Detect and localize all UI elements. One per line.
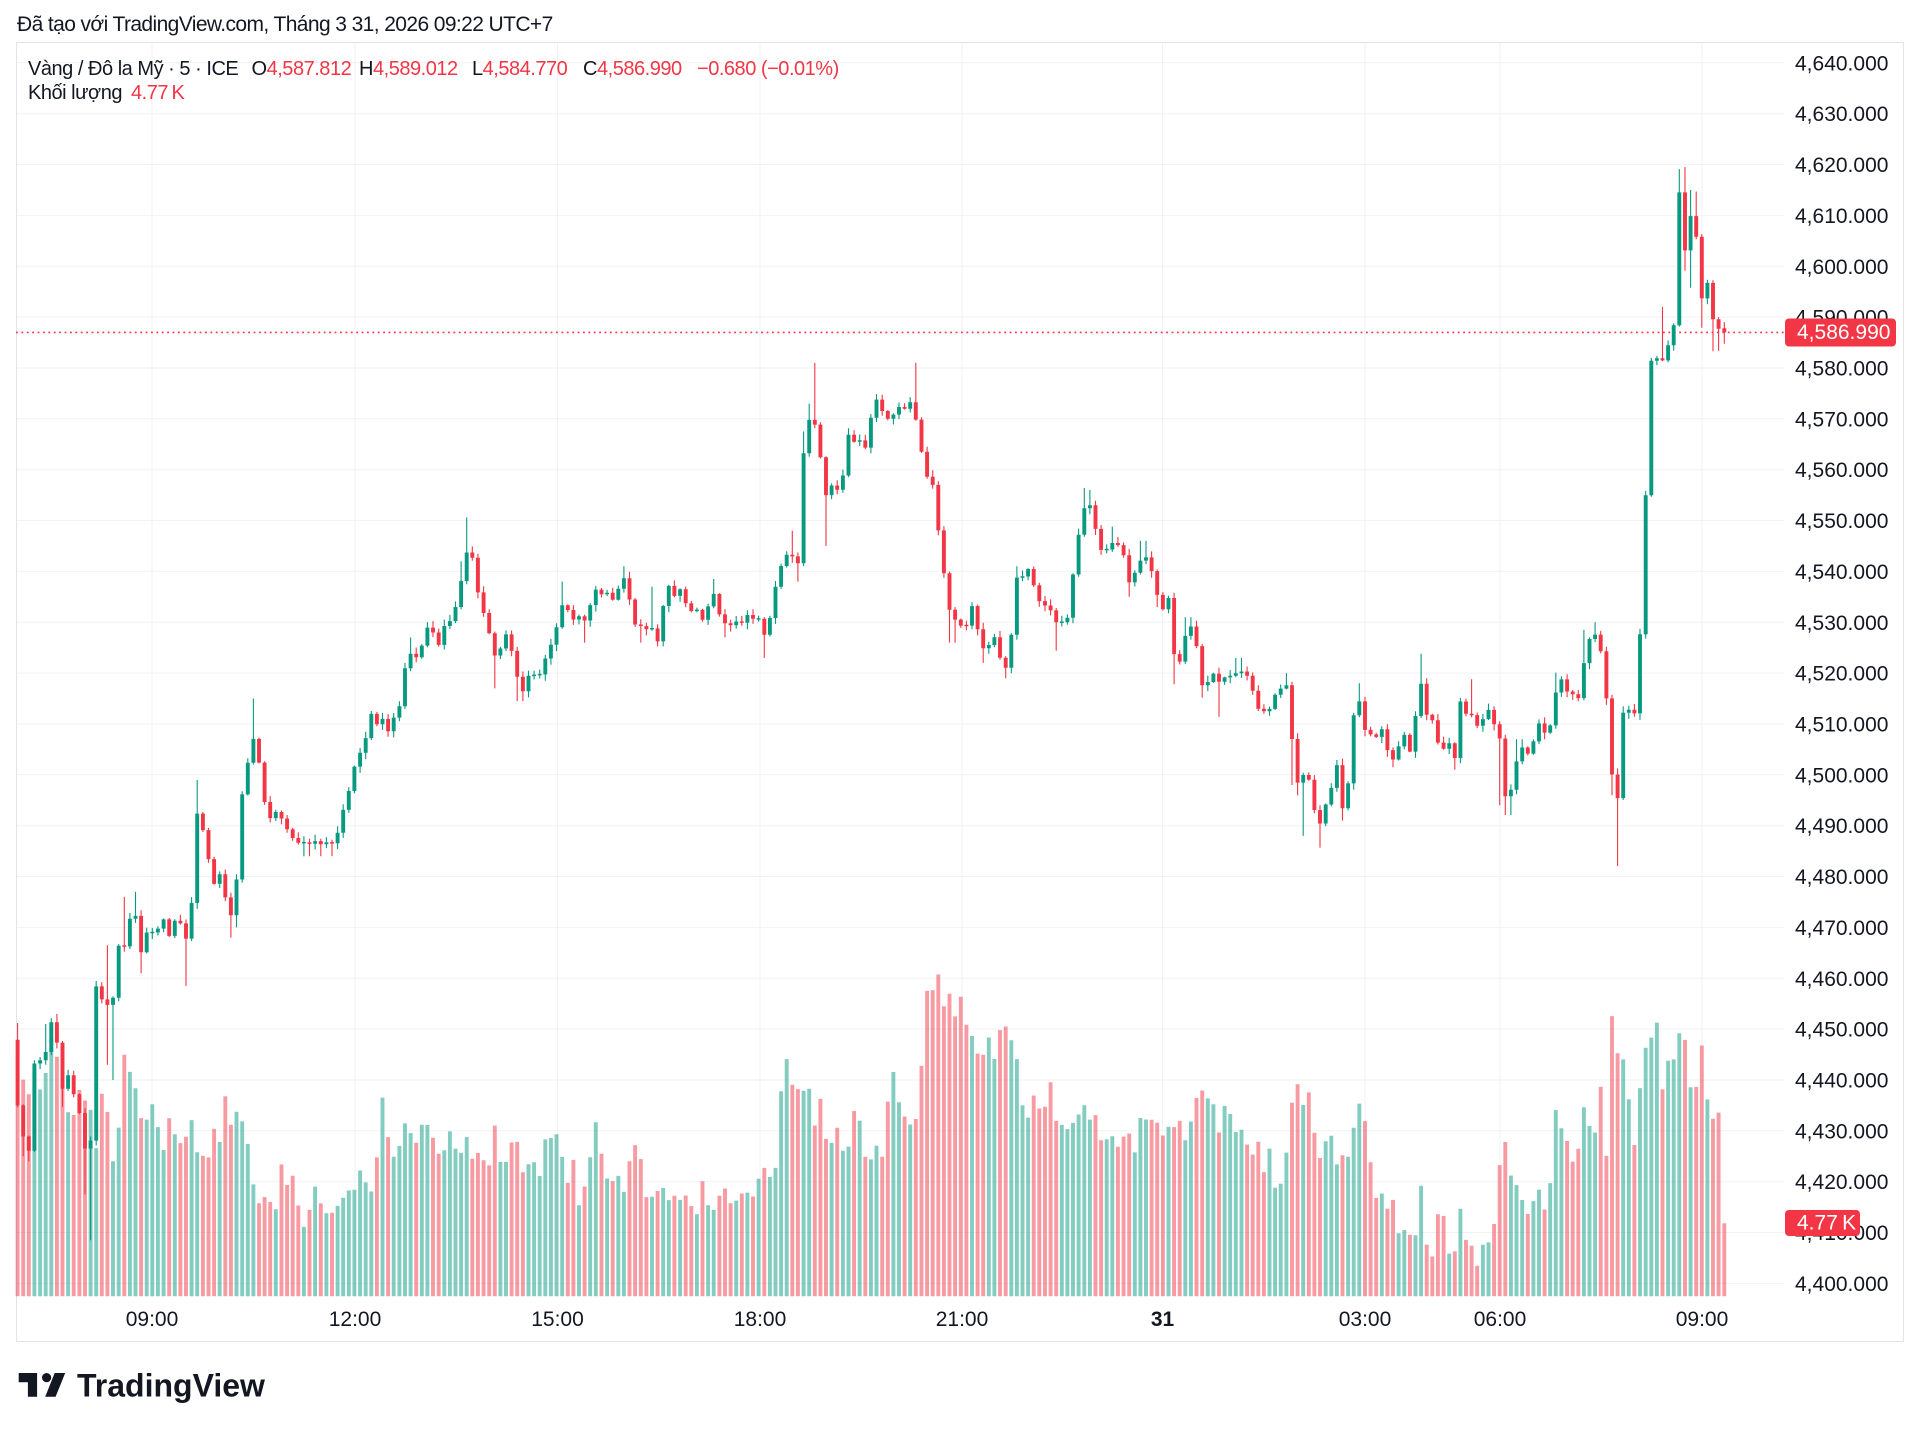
svg-text:4,510.000: 4,510.000 <box>1795 714 1888 737</box>
svg-text:4,500.000: 4,500.000 <box>1795 764 1888 787</box>
svg-text:TradingView: TradingView <box>77 1368 265 1404</box>
svg-text:4,460.000: 4,460.000 <box>1795 968 1888 991</box>
svg-text:4,640.000: 4,640.000 <box>1795 52 1888 75</box>
svg-text:4,580.000: 4,580.000 <box>1795 358 1888 381</box>
svg-text:09:00: 09:00 <box>126 1308 179 1331</box>
svg-text:4,560.000: 4,560.000 <box>1795 459 1888 482</box>
svg-text:4,630.000: 4,630.000 <box>1795 103 1888 126</box>
svg-text:31: 31 <box>1151 1308 1175 1331</box>
svg-text:4,440.000: 4,440.000 <box>1795 1070 1888 1093</box>
svg-text:Đã tạo với TradingView.com, Th: Đã tạo với TradingView.com, Tháng 3 31, … <box>17 13 553 36</box>
svg-text:03:00: 03:00 <box>1339 1308 1392 1331</box>
svg-text:4,610.000: 4,610.000 <box>1795 205 1888 228</box>
svg-text:4,420.000: 4,420.000 <box>1795 1171 1888 1194</box>
svg-text:06:00: 06:00 <box>1474 1308 1527 1331</box>
svg-text:4,400.000: 4,400.000 <box>1795 1273 1888 1296</box>
svg-text:12:00: 12:00 <box>329 1308 382 1331</box>
svg-text:4.77 K: 4.77 K <box>1797 1212 1856 1235</box>
svg-text:4,586.990: 4,586.990 <box>1797 321 1890 344</box>
svg-text:4,470.000: 4,470.000 <box>1795 917 1888 940</box>
svg-text:4,550.000: 4,550.000 <box>1795 510 1888 533</box>
svg-text:4,520.000: 4,520.000 <box>1795 663 1888 686</box>
svg-text:4,530.000: 4,530.000 <box>1795 612 1888 635</box>
svg-text:21:00: 21:00 <box>936 1308 989 1331</box>
svg-text:18:00: 18:00 <box>734 1308 787 1331</box>
svg-text:4,620.000: 4,620.000 <box>1795 154 1888 177</box>
svg-text:4,450.000: 4,450.000 <box>1795 1019 1888 1042</box>
svg-text:4,540.000: 4,540.000 <box>1795 561 1888 584</box>
svg-text:4,570.000: 4,570.000 <box>1795 408 1888 431</box>
svg-text:4,480.000: 4,480.000 <box>1795 866 1888 889</box>
svg-text:09:00: 09:00 <box>1676 1308 1729 1331</box>
svg-text:15:00: 15:00 <box>531 1308 584 1331</box>
svg-text:4,600.000: 4,600.000 <box>1795 256 1888 279</box>
svg-text:4,430.000: 4,430.000 <box>1795 1120 1888 1143</box>
svg-text:4,490.000: 4,490.000 <box>1795 815 1888 838</box>
